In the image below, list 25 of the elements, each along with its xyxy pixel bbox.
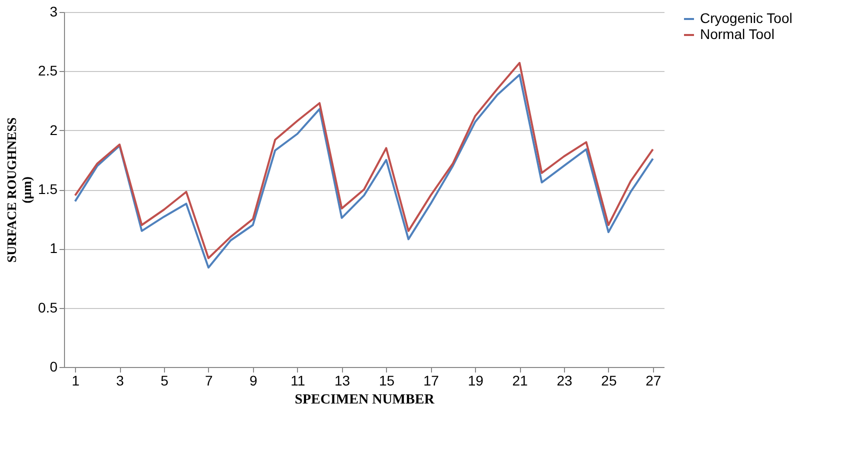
y-axis-title: SURFACE ROUGHNESS (μm) [4, 117, 34, 263]
legend-label: Normal Tool [700, 26, 774, 42]
x-tick-label: 27 [646, 372, 662, 388]
y-tick-label: 1.5 [38, 181, 58, 197]
x-tick-label: 25 [601, 372, 617, 388]
y-tick-label: 0.5 [38, 299, 58, 316]
legend-label: Cryogenic Tool [700, 10, 792, 26]
y-tick-label: 0 [50, 358, 58, 374]
x-tick-label: 5 [160, 372, 169, 388]
x-tick-label: 9 [249, 372, 258, 388]
y-tick-label: 2.5 [38, 62, 58, 79]
x-tick-label: 23 [556, 372, 572, 388]
x-tick-label: 3 [116, 372, 124, 388]
y-tick-label: 1 [50, 240, 58, 256]
x-axis-title: SPECIMEN NUMBER [294, 392, 436, 408]
x-tick-label: 1 [72, 372, 80, 388]
x-tick-label: 11 [290, 372, 306, 388]
x-tick-label: 21 [512, 372, 528, 388]
x-tick-label: 13 [334, 372, 350, 388]
y-tick-label: 3 [50, 4, 58, 20]
x-tick-label: 15 [378, 372, 395, 388]
x-tick-label: 17 [423, 372, 440, 388]
x-tick-label: 7 [205, 372, 214, 388]
x-tick-label: 19 [468, 372, 484, 388]
y-tick-label: 2 [50, 122, 58, 138]
